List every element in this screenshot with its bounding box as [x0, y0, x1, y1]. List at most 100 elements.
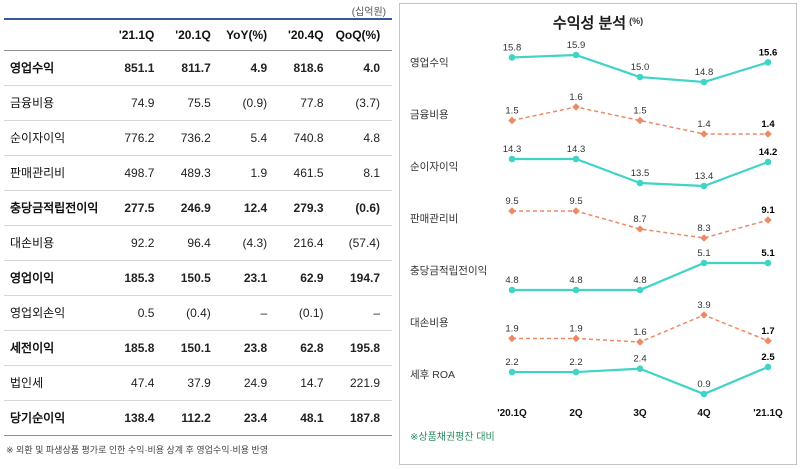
chart-series-label: 금융비용	[410, 109, 449, 122]
data-label: 3.9	[697, 300, 710, 311]
financial-table: '21.1Q '20.1Q YoY(%) '20.4Q QoQ(%) 영업수익 851.1…	[4, 18, 392, 436]
row-label: 세전이익	[4, 330, 110, 366]
corner-cell	[4, 19, 110, 51]
value-cell: 12.4	[222, 190, 280, 226]
value-cell: 74.9	[110, 85, 167, 121]
data-point-diamond	[636, 225, 644, 233]
data-label: 8.3	[697, 223, 710, 234]
data-label: 15.0	[631, 62, 650, 73]
data-label: 15.8	[503, 42, 522, 53]
data-label: 9.5	[569, 196, 582, 207]
value-cell: 5.4	[222, 120, 280, 156]
data-label: 13.4	[695, 171, 714, 182]
value-cell: 195.8	[335, 330, 392, 366]
data-label: 1.9	[505, 323, 518, 334]
value-cell: 740.8	[279, 120, 336, 156]
value-cell: 461.5	[279, 155, 336, 191]
data-point-diamond	[700, 234, 708, 242]
value-cell: 216.4	[279, 225, 336, 261]
value-cell: 279.3	[279, 190, 336, 226]
data-point-diamond	[508, 207, 516, 215]
row-label: 당기순이익	[4, 400, 110, 436]
chart-series-label: 영업수익	[410, 57, 449, 70]
data-label: 14.3	[503, 144, 522, 155]
value-cell: 75.5	[166, 85, 223, 121]
data-label: 4.8	[505, 275, 518, 286]
row-label: 영업외손익	[4, 295, 110, 331]
data-point-dot	[508, 368, 516, 376]
value-cell: 4.8	[335, 120, 392, 156]
chart-series-label: 대손비용	[410, 317, 449, 330]
table-row: 대손비용 92.2 96.4 (4.3) 216.4 (57.4)	[4, 225, 392, 261]
data-point-dot	[764, 259, 772, 267]
data-label: 8.7	[633, 214, 646, 225]
series-chart: 9.5 9.5 8.7 8.3 9.1	[505, 196, 775, 242]
value-cell: 62.9	[279, 260, 336, 296]
data-point-dot	[764, 59, 772, 66]
value-cell: 246.9	[166, 190, 223, 226]
financial-table-panel: (십억원) '21.1Q '20.1Q YoY(%) '20.4Q QoQ(%) 영업수…	[0, 0, 394, 469]
column-header: '21.1Q	[110, 19, 167, 51]
data-label: 1.5	[505, 106, 518, 117]
value-cell: 37.9	[166, 365, 223, 401]
value-cell: 187.8	[335, 400, 392, 436]
data-point-diamond	[764, 337, 772, 345]
series-chart: 14.3 14.3 13.5 13.4 14.2	[503, 144, 778, 190]
chart-row: 금융비용 1.5 1.6 1.5 1.4 1.4	[406, 90, 790, 142]
chart-unit-label: (%)	[629, 16, 644, 26]
table-row: 판매관리비 498.7 489.3 1.9 461.5 8.1	[4, 155, 392, 191]
data-point-diamond	[764, 130, 772, 138]
value-cell: 150.5	[166, 260, 223, 296]
data-label: 9.5	[505, 196, 518, 207]
table-footnote: ※ 외환 및 파생상품 평가로 인한 수익·비용 상계 후 영업수익·비용 반영	[6, 444, 269, 455]
value-cell: 47.4	[110, 365, 167, 401]
data-point-diamond	[572, 103, 580, 111]
value-cell: (0.6)	[335, 190, 392, 226]
x-axis-row: '20.1Q 2Q 3Q 4Q '21.1Q	[406, 404, 790, 420]
table-row: 순이자이익 776.2 736.2 5.4 740.8 4.8	[4, 120, 392, 156]
chart-row: 순이자이익 14.3 14.3 13.5 13.4 14.2	[406, 142, 790, 194]
data-label: 2.4	[633, 354, 646, 365]
table-row: 당기순이익 138.4 112.2 23.4 48.1 187.8	[4, 400, 392, 436]
value-cell: (0.4)	[166, 295, 223, 331]
data-point-dot	[508, 286, 516, 294]
value-cell: 62.8	[279, 330, 336, 366]
value-cell: 23.4	[222, 400, 280, 436]
row-label: 영업수익	[4, 50, 110, 86]
value-cell: 185.3	[110, 260, 167, 296]
x-axis-tick-label: 3Q	[633, 408, 647, 419]
data-point-dot	[700, 390, 708, 398]
table-row: 법인세 47.4 37.9 24.9 14.7 221.9	[4, 365, 392, 401]
table-row: 영업수익 851.1 811.7 4.9 818.6 4.0	[4, 50, 392, 86]
data-label: 14.8	[695, 67, 714, 78]
data-label: 2.2	[569, 357, 582, 368]
value-cell: 194.7	[335, 260, 392, 296]
x-axis: '20.1Q 2Q 3Q 4Q '21.1Q	[496, 404, 788, 420]
table-row: 세전이익 185.8 150.1 23.8 62.8 195.8	[4, 330, 392, 366]
data-point-dot	[636, 365, 644, 372]
chart-row: 대손비용 1.9 1.9 1.6 3.9 1.7	[406, 298, 790, 350]
data-point-dot	[508, 54, 516, 61]
row-label: 순이자이익	[4, 120, 110, 156]
table-row: 영업외손익 0.5 (0.4) – (0.1) –	[4, 295, 392, 331]
table-row: 금융비용 74.9 75.5 (0.9) 77.8 (3.7)	[4, 85, 392, 121]
value-cell: 818.6	[279, 50, 336, 86]
data-label: 14.2	[759, 147, 778, 158]
data-point-dot	[700, 259, 708, 267]
value-cell: (0.9)	[222, 85, 280, 121]
data-point-diamond	[508, 334, 516, 343]
table-row: 충당금적립전이익 277.5 246.9 12.4 279.3 (0.6)	[4, 190, 392, 226]
data-point-diamond	[700, 130, 708, 138]
data-point-dot	[700, 78, 708, 86]
chart-row: 세후 ROA 2.2 2.2 2.4 0.9 2.5	[406, 350, 790, 402]
data-label: 2.2	[505, 357, 518, 368]
column-header: '20.1Q	[166, 19, 223, 51]
value-cell: 489.3	[166, 155, 223, 191]
value-cell: 4.9	[222, 50, 280, 86]
data-point-diamond	[572, 334, 580, 343]
data-label: 1.9	[569, 323, 582, 334]
data-point-dot	[572, 155, 580, 163]
x-axis-svg: '20.1Q 2Q 3Q 4Q '21.1Q	[497, 408, 783, 419]
value-cell: 0.5	[110, 295, 167, 331]
data-label: 14.3	[567, 144, 586, 155]
